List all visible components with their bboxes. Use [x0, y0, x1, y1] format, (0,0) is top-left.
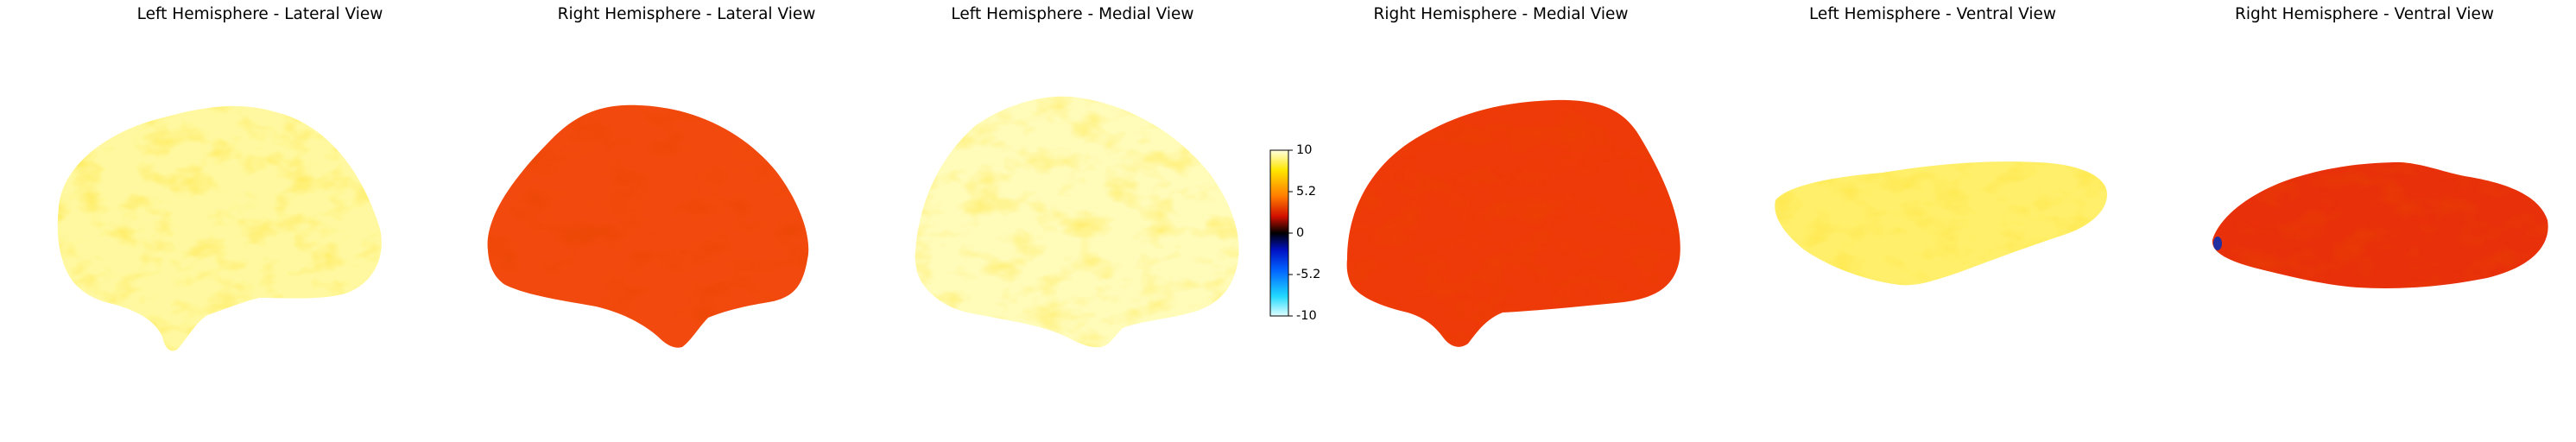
panel-title-left-medial: Left Hemisphere - Medial View [951, 5, 1194, 23]
panel-title-right-medial: Right Hemisphere - Medial View [1373, 5, 1629, 23]
brain-right-ventral [2212, 162, 2548, 288]
brain-right-lateral [487, 104, 809, 348]
panel-title-right-lateral: Right Hemisphere - Lateral View [557, 5, 816, 23]
colorbar-tick-label: -10 [1296, 309, 1317, 323]
colorbar-tick-label: 0 [1296, 226, 1305, 240]
brain-right-medial [1346, 99, 1680, 347]
brain-left-medial [915, 96, 1239, 348]
panel-title-right-ventral: Right Hemisphere - Ventral View [2234, 5, 2494, 23]
colorbar-tick-label: 10 [1296, 143, 1313, 157]
panel-title-left-ventral: Left Hemisphere - Ventral View [1808, 5, 2057, 23]
brain-left-lateral [57, 105, 382, 351]
panel-title-left-lateral: Left Hemisphere - Lateral View [136, 5, 383, 23]
colorbar-tick-label: 5.2 [1296, 185, 1317, 199]
colorbar-tick-label: -5.2 [1296, 268, 1321, 281]
colorbar [1269, 149, 1293, 317]
brain-left-ventral [1775, 161, 2107, 286]
colorbar-gradient [1269, 149, 1289, 317]
